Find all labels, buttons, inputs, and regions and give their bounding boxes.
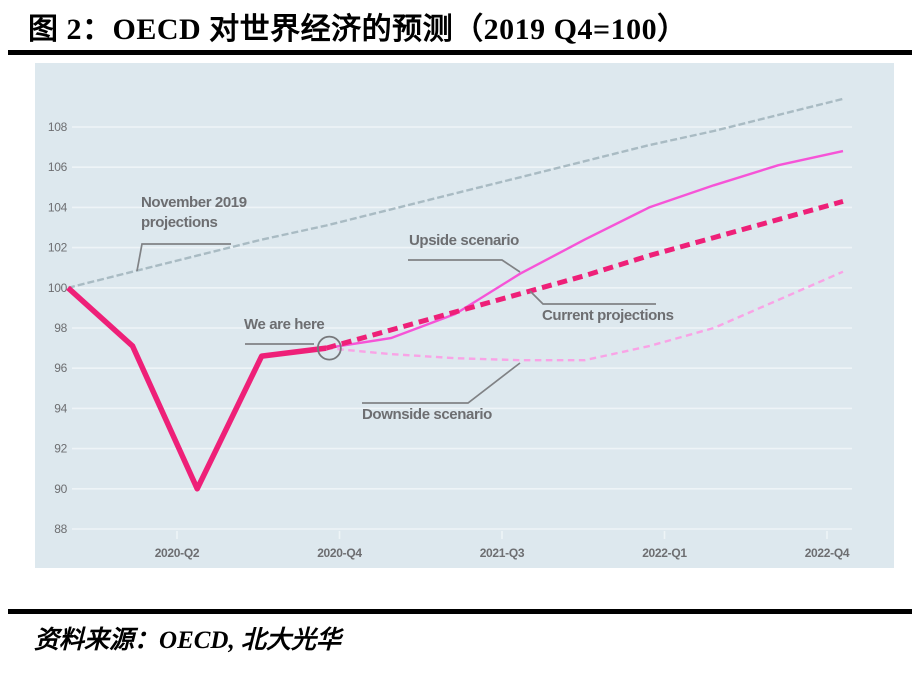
x-tick-label-2022-Q4: 2022-Q4	[805, 546, 850, 560]
callout-line-current	[529, 290, 656, 305]
y-tick-label-92: 92	[54, 442, 67, 456]
annotation-label-november: November 2019	[141, 194, 247, 211]
source-line: 资料来源：OECD, 北大光华	[34, 620, 341, 656]
source-prefix-label: 资料来源：	[34, 627, 160, 654]
series-line-upside-scenario	[326, 149, 844, 350]
chart-layers: 88 90 92 94 96 98 100 102 104 106 108 2020-Q2 2020-Q…	[35, 63, 894, 568]
y-tick-label-96: 96	[54, 361, 67, 375]
y-tick-label-90: 90	[54, 482, 67, 496]
x-tick-label-2020-Q4: 2020-Q4	[317, 546, 362, 560]
annotation-label-november: projections	[141, 214, 218, 231]
y-tick-label-108: 108	[48, 120, 68, 134]
annotation-label-downside: Downside scenario	[362, 406, 492, 423]
callout-line-november	[136, 243, 231, 272]
x-tick-label-2021-Q3: 2021-Q3	[480, 546, 525, 560]
y-tick-label-98: 98	[54, 321, 67, 335]
x-tick-label-2022-Q1: 2022-Q1	[642, 546, 687, 560]
annotation-label-upside: Upside scenario	[409, 232, 519, 249]
callout-line-upside	[408, 259, 521, 273]
y-tick-label-104: 104	[48, 200, 68, 214]
y-tick-label-94: 94	[54, 401, 67, 415]
callout-line-downside	[362, 362, 521, 404]
series-line-downside-scenario	[326, 270, 844, 362]
source-divider	[8, 609, 912, 614]
series-line-historical	[66, 285, 327, 492]
y-tick-label-88: 88	[54, 522, 67, 536]
series-line-november-2019-projections	[67, 97, 844, 289]
annotation-label-we-are-here: We are here	[244, 316, 324, 333]
y-tick-label-102: 102	[48, 241, 68, 255]
annotation-label-current: Current projections	[542, 307, 674, 324]
series-line-current-projections	[325, 198, 844, 351]
y-tick-label-100: 100	[48, 281, 68, 295]
plot-area	[35, 63, 894, 568]
x-tick-label-2020-Q2: 2020-Q2	[155, 546, 200, 560]
title-divider	[8, 50, 912, 55]
figure-title: 图 2：OECD 对世界经济的预测（2019 Q4=100）	[28, 13, 688, 46]
y-tick-label-106: 106	[48, 160, 68, 174]
we-are-here-marker	[316, 335, 342, 361]
source-value: OECD, 北大光华	[159, 627, 341, 654]
